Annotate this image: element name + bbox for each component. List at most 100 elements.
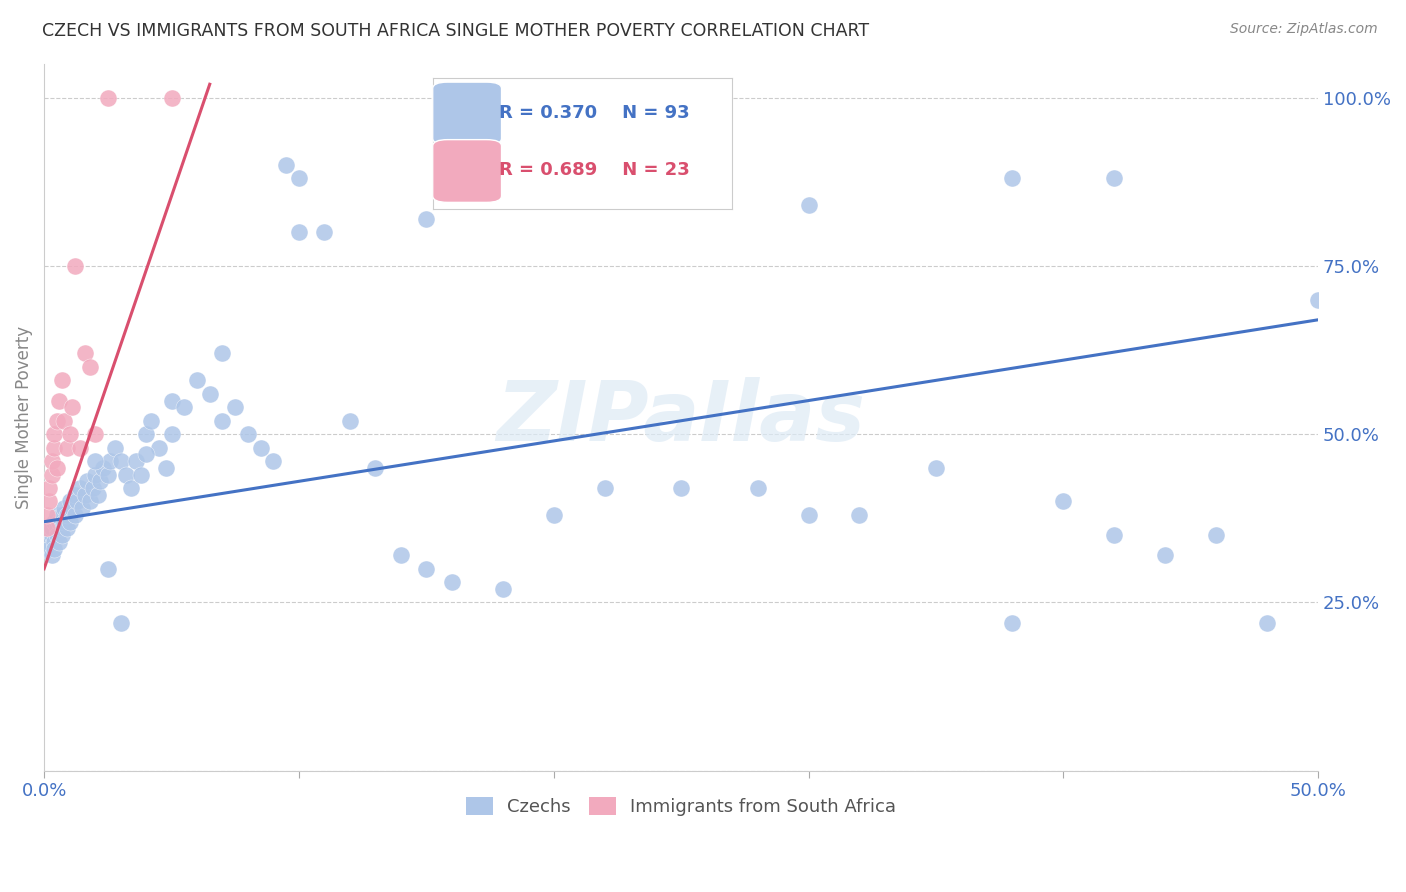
Text: ZIPaIlas: ZIPaIlas xyxy=(496,377,866,458)
Point xyxy=(79,494,101,508)
Point xyxy=(45,460,67,475)
Point xyxy=(69,481,91,495)
Point xyxy=(148,441,170,455)
Point xyxy=(173,401,195,415)
Point xyxy=(53,501,76,516)
Point xyxy=(135,447,157,461)
Text: CZECH VS IMMIGRANTS FROM SOUTH AFRICA SINGLE MOTHER POVERTY CORRELATION CHART: CZECH VS IMMIGRANTS FROM SOUTH AFRICA SI… xyxy=(42,22,869,40)
Point xyxy=(91,460,114,475)
Point xyxy=(44,427,66,442)
Point xyxy=(97,562,120,576)
Point xyxy=(288,225,311,239)
Point xyxy=(69,441,91,455)
Point xyxy=(41,454,63,468)
Point xyxy=(84,427,107,442)
Point xyxy=(82,481,104,495)
Point xyxy=(44,541,66,556)
Point xyxy=(60,501,83,516)
Point xyxy=(86,488,108,502)
Point xyxy=(262,454,284,468)
Point xyxy=(211,414,233,428)
Point xyxy=(314,225,336,239)
Point xyxy=(63,508,86,522)
Point xyxy=(97,91,120,105)
Point xyxy=(925,460,948,475)
Point xyxy=(58,515,80,529)
Point xyxy=(60,401,83,415)
Point xyxy=(84,467,107,482)
Point xyxy=(1104,171,1126,186)
Point xyxy=(48,393,70,408)
Point xyxy=(249,441,271,455)
Point xyxy=(63,259,86,273)
Point xyxy=(415,211,437,226)
Point xyxy=(35,521,58,535)
Point xyxy=(1308,293,1330,307)
Point xyxy=(415,562,437,576)
Point xyxy=(1052,494,1074,508)
Point xyxy=(593,185,616,199)
Point xyxy=(58,494,80,508)
Point xyxy=(160,393,183,408)
Y-axis label: Single Mother Poverty: Single Mother Poverty xyxy=(15,326,32,509)
Point xyxy=(543,508,565,522)
Point xyxy=(139,414,162,428)
Point xyxy=(1256,615,1278,630)
Point xyxy=(160,91,183,105)
Text: Source: ZipAtlas.com: Source: ZipAtlas.com xyxy=(1230,22,1378,37)
Point xyxy=(72,501,94,516)
Point xyxy=(155,460,177,475)
Point xyxy=(51,521,73,535)
Point xyxy=(35,508,58,522)
Point xyxy=(44,534,66,549)
Point xyxy=(41,528,63,542)
Point xyxy=(48,534,70,549)
Point xyxy=(51,528,73,542)
Point xyxy=(125,454,148,468)
Point xyxy=(44,441,66,455)
Legend: Czechs, Immigrants from South Africa: Czechs, Immigrants from South Africa xyxy=(457,788,905,825)
Point xyxy=(38,534,60,549)
Point xyxy=(669,481,692,495)
Point xyxy=(236,427,259,442)
Point xyxy=(73,346,96,360)
Point xyxy=(41,549,63,563)
Point xyxy=(41,521,63,535)
Point xyxy=(79,359,101,374)
Point xyxy=(48,515,70,529)
Point xyxy=(747,481,769,495)
Point xyxy=(41,467,63,482)
Point xyxy=(84,454,107,468)
Point xyxy=(44,515,66,529)
Point xyxy=(66,494,89,508)
Point xyxy=(1001,615,1024,630)
Point xyxy=(186,373,208,387)
Point xyxy=(1154,549,1177,563)
Point xyxy=(53,414,76,428)
Point xyxy=(593,481,616,495)
Point xyxy=(1104,528,1126,542)
Point xyxy=(129,467,152,482)
Point xyxy=(1001,171,1024,186)
Point xyxy=(276,158,298,172)
Point xyxy=(38,541,60,556)
Point xyxy=(120,481,142,495)
Point xyxy=(224,401,246,415)
Point xyxy=(45,508,67,522)
Point xyxy=(58,427,80,442)
Point xyxy=(440,575,463,590)
Point xyxy=(97,467,120,482)
Point xyxy=(211,346,233,360)
Point xyxy=(797,198,820,212)
Point xyxy=(63,488,86,502)
Point xyxy=(492,582,515,596)
Point xyxy=(797,508,820,522)
Point xyxy=(51,508,73,522)
Point xyxy=(198,387,221,401)
Point xyxy=(45,521,67,535)
Point xyxy=(104,441,127,455)
Point xyxy=(339,414,361,428)
Point xyxy=(89,475,111,489)
Point xyxy=(114,467,136,482)
Point xyxy=(135,427,157,442)
